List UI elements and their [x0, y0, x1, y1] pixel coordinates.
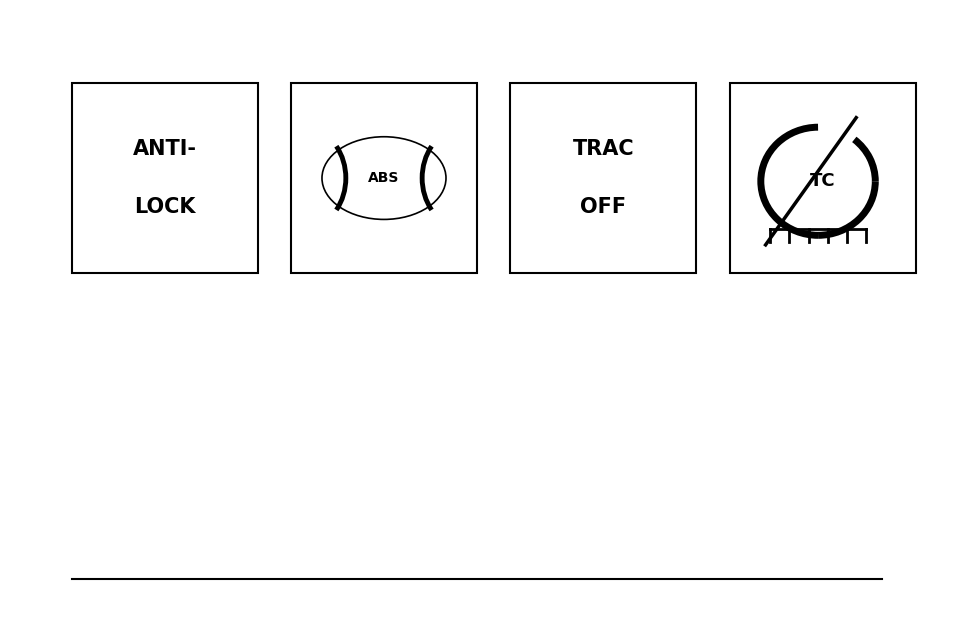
- Text: OFF: OFF: [579, 197, 626, 217]
- Bar: [291, 83, 476, 273]
- Text: TC: TC: [809, 172, 835, 190]
- Bar: [71, 83, 257, 273]
- Bar: [510, 83, 696, 273]
- Text: ABS: ABS: [368, 171, 399, 185]
- Circle shape: [321, 137, 445, 219]
- Text: TRAC: TRAC: [572, 139, 634, 160]
- Text: LOCK: LOCK: [133, 197, 195, 217]
- Text: ANTI-: ANTI-: [132, 139, 196, 160]
- Bar: [729, 83, 915, 273]
